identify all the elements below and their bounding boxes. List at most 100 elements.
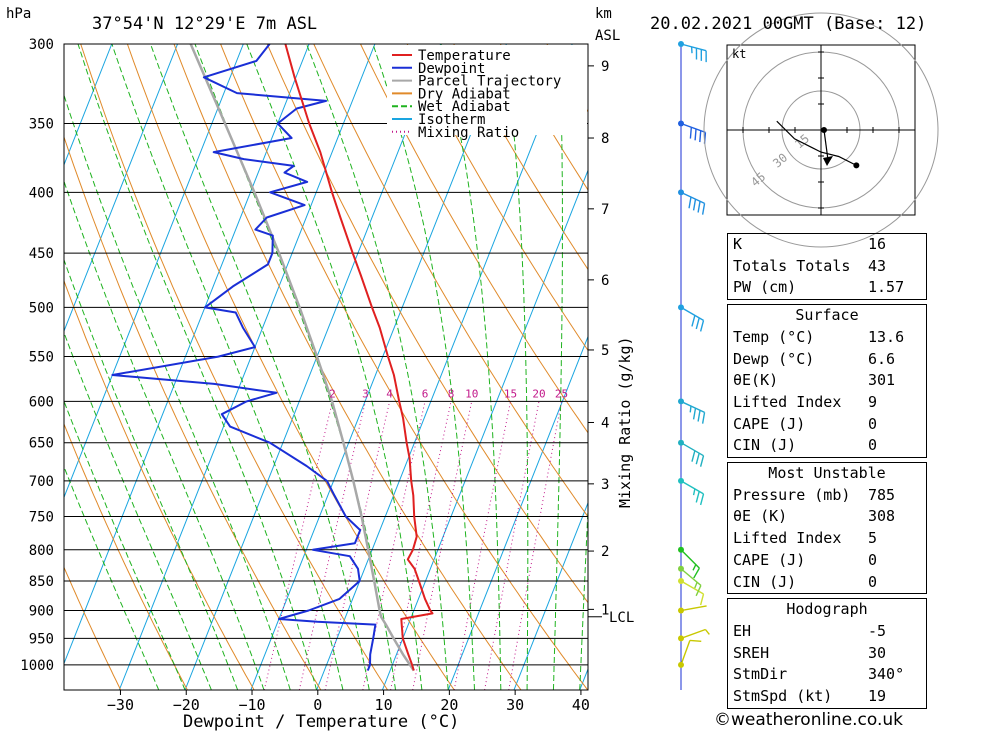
pressure-tick-label: 650	[29, 436, 54, 452]
dry-adiabat-line	[64, 135, 322, 690]
pressure-tick-label: 350	[29, 116, 54, 132]
wind-barb	[680, 580, 705, 606]
surface-label: CAPE (J)	[733, 414, 806, 433]
wet-adiabat-line	[503, 44, 529, 690]
isotherm-line	[447, 335, 588, 690]
parcel-trajectory-curve	[189, 44, 415, 672]
wind-barb	[680, 400, 706, 424]
storm-motion-arrow	[823, 156, 833, 166]
hodograph-label: StmDir	[733, 665, 788, 684]
km-tick-label: 4	[601, 415, 609, 431]
pressure-tick-label: 950	[29, 631, 54, 647]
index-label: PW (cm)	[733, 278, 797, 297]
mixing-ratio-line	[390, 401, 452, 690]
most-unstable-row: Pressure (mb) 785	[728, 485, 926, 507]
mixing-ratio-label: 20	[532, 387, 545, 400]
wind-barb	[680, 122, 707, 144]
index-value: 43	[868, 256, 887, 275]
wind-barb	[680, 605, 707, 612]
index-row: PW (cm) 1.57	[728, 277, 926, 299]
isotherm-line	[316, 44, 573, 690]
dry-adiabat-line	[920, 44, 1000, 690]
pressure-tick-label: 900	[29, 604, 54, 620]
mixing-ratio-label: 6	[422, 387, 429, 400]
mixing-ratio-axis-label: Mixing Ratio (g/kg)	[616, 336, 634, 508]
hodograph-value: -5	[868, 621, 887, 640]
km-tick-label: 6	[601, 273, 609, 289]
dry-adiabat-line	[967, 44, 1000, 690]
pressure-tick-label: 500	[29, 300, 54, 316]
hodograph-start	[853, 162, 860, 169]
surface-title: Surface	[795, 306, 859, 325]
legend-entry: Dewpoint	[418, 61, 485, 77]
pressure-tick-label: 700	[29, 474, 54, 490]
pressure-tick-label: 300	[29, 37, 54, 53]
asl-unit: ASL	[595, 28, 620, 44]
indices-panel: K 16 Totals Totals 43 PW (cm) 1.57 Surface Te…	[727, 233, 927, 713]
surface-block: Surface Temp (°C) 13.6 Dewp (°C) 6.6 θE(K) 30…	[727, 304, 927, 459]
most-unstable-value: 785	[868, 485, 896, 504]
wet-adiabat-line	[246, 44, 423, 690]
temperature-curve	[284, 44, 434, 671]
wet-adiabat-line	[77, 44, 318, 690]
hodograph-title: Hodograph	[786, 600, 868, 619]
pressure-tick-label: 600	[29, 394, 54, 410]
legend-entry: Isotherm	[418, 112, 485, 128]
axes: 2 3 4 6 8 10 15 20 25 −30 −20 −10 0 10 20 30 40 1 2 3 4 5 6 7 8 9…	[107, 59, 634, 714]
km-tick-label: 3	[601, 477, 609, 493]
wind-barb	[680, 628, 710, 640]
hodograph-ring	[703, 12, 939, 248]
pressure-tick-label: 1000	[20, 658, 54, 674]
km-unit: km	[595, 6, 612, 22]
most-unstable-title: Most Unstable	[768, 464, 886, 483]
wind-barb	[680, 43, 707, 63]
km-tick-label: 8	[601, 131, 609, 147]
isotherm-line	[184, 44, 442, 690]
most-unstable-value: 5	[868, 529, 878, 548]
most-unstable-value: 308	[868, 507, 896, 526]
plot-frame	[63, 43, 589, 691]
surface-label: CIN (J)	[733, 436, 797, 455]
background-lines	[0, 44, 1000, 690]
mixing-ratio-label: 2	[329, 387, 336, 400]
surface-value: 301	[868, 371, 896, 390]
km-tick-label: 2	[601, 544, 609, 560]
mixing-ratio-label: 25	[555, 387, 568, 400]
dry-adiabat-line	[220, 44, 588, 690]
index-row: K 16	[728, 234, 926, 256]
brand-footer[interactable]: ©weatheronline.co.uk	[714, 710, 904, 730]
mixing-ratio-label: 15	[504, 387, 517, 400]
surface-row: CIN (J) 0	[728, 435, 926, 457]
dry-adiabat-line	[64, 422, 188, 690]
most-unstable-value: 0	[868, 550, 878, 569]
x-tick-label: −10	[238, 696, 265, 714]
most-unstable-label: Lifted Index	[733, 529, 842, 548]
indices-block: K 16 Totals Totals 43 PW (cm) 1.57	[727, 233, 927, 301]
mixing-ratio-label: 10	[465, 387, 478, 400]
wet-adiabat-line	[64, 258, 239, 690]
mixing-ratio-label: 8	[448, 387, 455, 400]
x-tick-label: 10	[375, 696, 393, 714]
hodograph-row: EH -5	[728, 621, 926, 643]
pressure-tick-label: 750	[29, 509, 54, 525]
mixing-ratio-line	[412, 401, 473, 690]
hodograph-label: EH	[733, 621, 752, 640]
hodograph-block: Hodograph EH -5 SREH 30 StmDir 340° StmSpd (kt…	[727, 598, 927, 709]
hodograph-row: SREH 30	[728, 643, 926, 665]
isotherm-line	[513, 501, 588, 690]
surface-value: 0	[868, 436, 878, 455]
isotherm-line	[0, 44, 46, 690]
pressure-tick-label: 400	[29, 185, 54, 201]
lcl-label: LCL	[609, 610, 634, 626]
surface-label: Dewp (°C)	[733, 349, 815, 368]
wet-adiabat-line	[64, 331, 212, 690]
surface-label: Temp (°C)	[733, 327, 815, 346]
most-unstable-label: θE (K)	[733, 507, 788, 526]
km-tick-label: 1	[601, 602, 609, 618]
hodograph-row: StmDir 340°	[728, 664, 926, 686]
hodograph-trace	[776, 120, 857, 166]
hodograph-value: 19	[868, 687, 887, 706]
pressure-tick-label: 450	[29, 246, 54, 262]
